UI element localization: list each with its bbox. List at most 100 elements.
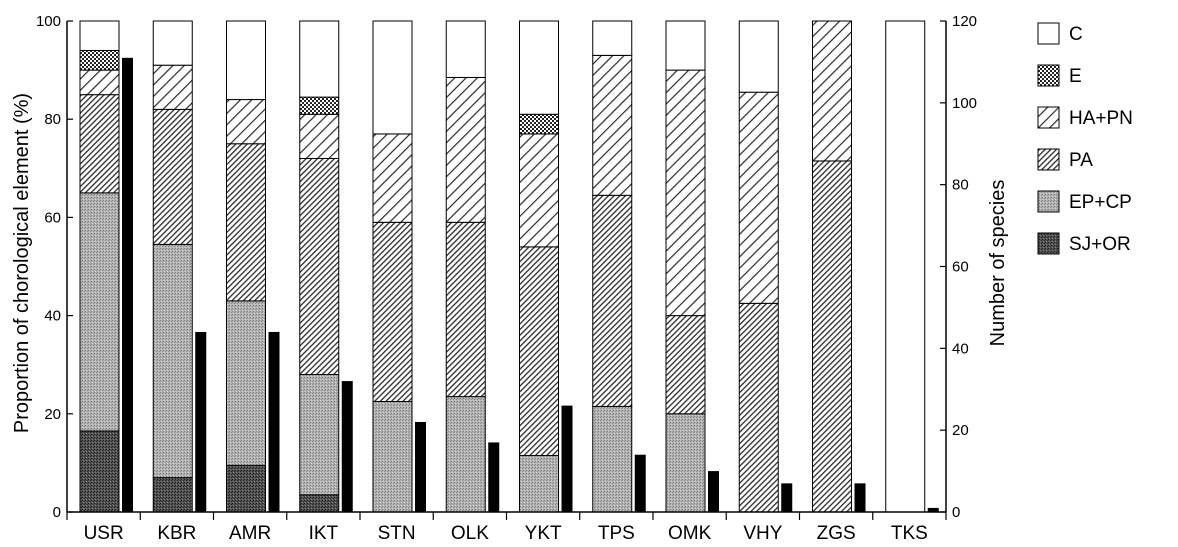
bar-stn-c	[372, 20, 413, 135]
bar-ikt-e	[299, 96, 340, 115]
species-bar-amr	[268, 331, 280, 512]
species-bar-ykt	[561, 405, 573, 512]
bar-ikt-ep-cp	[299, 374, 340, 496]
x-tick-label: YKT	[525, 523, 562, 544]
bar-amr-c	[226, 20, 266, 101]
y-tick-label: 100	[36, 13, 61, 30]
bar-olk-pa	[445, 221, 486, 398]
y-tick-label: 0	[53, 504, 61, 521]
species-bar-kbr	[195, 331, 207, 512]
x-tick-label: TKS	[891, 523, 928, 544]
bar-usr-pa	[79, 94, 120, 194]
bar-ikt-sj-or	[299, 494, 340, 513]
legend-swatch-c	[1037, 22, 1060, 45]
x-tick-label: AMR	[229, 523, 271, 544]
bar-kbr-pa	[152, 108, 193, 245]
legend-swatch-e	[1037, 64, 1060, 87]
bar-stn-ep-cp	[372, 401, 413, 513]
legend-label-ep-cp: EP+CP	[1069, 192, 1132, 213]
bar-zgs-ha-pn	[812, 20, 852, 162]
bar-amr-ha-pn	[226, 99, 266, 145]
y-tick-label: 80	[44, 111, 61, 128]
bar-tps-c	[592, 20, 633, 56]
species-bar-zgs	[854, 483, 866, 512]
bar-stn-ha-pn	[372, 133, 413, 223]
bar-amr-ep-cp	[226, 300, 266, 466]
legend-swatch-sj-or	[1037, 232, 1060, 255]
species-bar-olk	[488, 442, 500, 512]
species-bar-usr	[122, 57, 133, 512]
bar-tps-ha-pn	[592, 54, 633, 196]
legend-label-sj-or: SJ+OR	[1069, 234, 1131, 255]
species-bar-stn	[415, 421, 426, 512]
bar-usr-ha-pn	[79, 69, 120, 96]
bar-usr-ep-cp	[79, 192, 120, 432]
x-tick-label: ZGS	[817, 523, 856, 544]
y-tick-label: 60	[44, 209, 61, 226]
bar-ykt-pa	[519, 246, 559, 457]
x-tick-label: USR	[84, 523, 124, 544]
legend-swatch-pa	[1037, 148, 1060, 171]
bar-kbr-ep-cp	[152, 243, 193, 479]
species-bar-tps	[634, 454, 646, 512]
bar-tps-ep-cp	[592, 405, 633, 513]
legend-label-c: C	[1069, 24, 1083, 45]
x-tick-label: KBR	[157, 523, 196, 544]
bar-omk-pa	[665, 315, 706, 415]
y-tick-label: 40	[44, 308, 61, 325]
bar-tks-c	[885, 20, 926, 513]
bar-tps-pa	[592, 194, 633, 407]
y2-axis-title: Number of species	[987, 180, 1009, 347]
bar-ykt-c	[519, 20, 559, 115]
bar-ykt-ep-cp	[519, 455, 559, 513]
bar-ikt-ha-pn	[299, 113, 340, 159]
bar-vhy-ha-pn	[738, 91, 779, 304]
x-tick-label: VHY	[743, 523, 782, 544]
x-tick-label: OLK	[451, 523, 489, 544]
bar-usr-sj-or	[79, 430, 120, 513]
bar-omk-ep-cp	[665, 413, 706, 513]
bar-omk-c	[665, 20, 706, 71]
legend: CE HA+PN PA EP+CP SJ+OR	[1037, 22, 1133, 255]
legend-swatch-ha-pn	[1037, 106, 1060, 129]
bar-kbr-c	[152, 20, 193, 66]
y-axis-title: Proportion of chorological element (%)	[11, 93, 33, 433]
bar-vhy-c	[738, 20, 779, 93]
legend-label-e: E	[1069, 66, 1082, 87]
legend-label-ha-pn: HA+PN	[1069, 108, 1133, 129]
bar-kbr-sj-or	[152, 477, 193, 513]
y2-tick-label: 40	[952, 340, 969, 357]
bar-amr-sj-or	[226, 464, 266, 513]
y2-tick-label: 60	[952, 259, 969, 276]
legend-label-pa: PA	[1069, 150, 1093, 171]
species-bar-tks	[927, 507, 939, 512]
species-bar-vhy	[781, 483, 793, 512]
bar-usr-e	[79, 49, 120, 71]
legend-swatch-ep-cp	[1037, 190, 1060, 213]
species-bar-omk	[708, 471, 719, 512]
x-tick-label: OMK	[668, 523, 712, 544]
species-bar-ikt	[341, 381, 353, 512]
x-tick-label: IKT	[309, 523, 339, 544]
bar-olk-ha-pn	[445, 76, 486, 223]
bar-zgs-pa	[812, 160, 852, 513]
x-tick-label: STN	[378, 523, 416, 544]
y-tick-label: 20	[44, 406, 61, 423]
bar-kbr-ha-pn	[152, 64, 193, 110]
y2-tick-label: 0	[952, 504, 960, 521]
bar-olk-c	[445, 20, 486, 78]
bar-ykt-e	[519, 113, 559, 135]
bar-stn-pa	[372, 221, 413, 403]
y2-tick-label: 120	[952, 13, 977, 30]
bar-usr-c	[79, 20, 120, 51]
bar-ikt-c	[299, 20, 340, 98]
bars-layer	[79, 20, 939, 513]
y2-tick-label: 80	[952, 177, 969, 194]
bar-vhy-pa	[738, 302, 779, 513]
y2-tick-label: 20	[952, 422, 969, 439]
bar-ikt-pa	[299, 157, 340, 376]
axes-layer: 0 20 40 60 80 100 0 20 40 60 80 100 120 USR KBR AMR IKT S…	[36, 13, 977, 544]
x-tick-label: TPS	[598, 523, 635, 544]
bar-ykt-ha-pn	[519, 133, 559, 248]
bar-omk-ha-pn	[665, 69, 706, 317]
